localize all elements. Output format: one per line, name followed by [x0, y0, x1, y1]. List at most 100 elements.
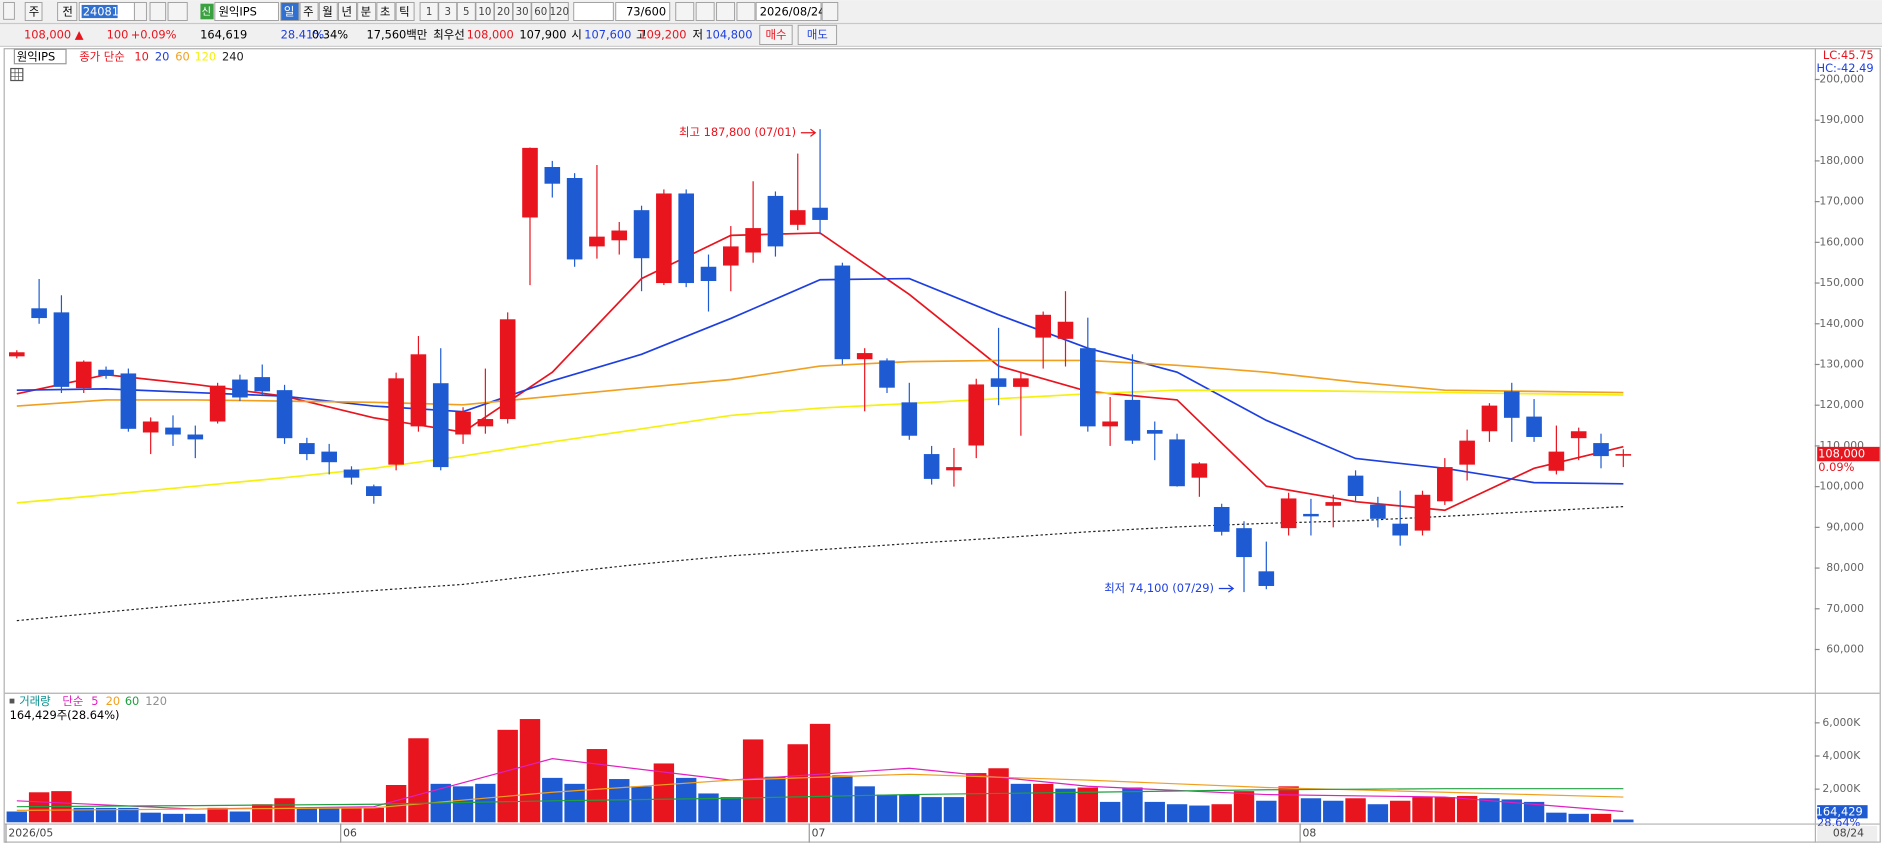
- candle-body: [901, 402, 918, 436]
- volume-bar: [1189, 805, 1210, 823]
- code-dropdown[interactable]: [133, 2, 147, 21]
- x-tick-label: 07: [812, 827, 826, 840]
- interval-button[interactable]: [438, 2, 458, 21]
- candle-body: [812, 207, 828, 220]
- candle-body: [120, 373, 137, 429]
- candle-body: [1548, 451, 1565, 471]
- code-highlight: [81, 4, 118, 19]
- candle-body: [544, 167, 561, 184]
- interval-button[interactable]: [494, 2, 513, 21]
- tool-button[interactable]: [695, 2, 715, 21]
- interval-button[interactable]: [549, 2, 569, 21]
- volume-bar: [653, 763, 675, 823]
- candle-body: [589, 236, 605, 247]
- candle-body: [789, 210, 806, 225]
- sell-button[interactable]: [797, 24, 838, 45]
- candle-body: [499, 319, 516, 420]
- candle-body: [321, 451, 337, 463]
- volume-tick-label: 2,000K: [1822, 782, 1861, 795]
- candle-body: [1124, 399, 1141, 441]
- annotation-arrow: [800, 128, 817, 137]
- volume-summary: 164,429주(28.64%): [10, 708, 120, 722]
- tool-button[interactable]: [736, 2, 756, 21]
- volume-bar: [586, 749, 608, 823]
- interval-button[interactable]: [475, 2, 495, 21]
- interval: 5: [463, 7, 469, 18]
- candle-body: [678, 193, 694, 284]
- volume-bar: [118, 807, 139, 823]
- candle-body: [1347, 475, 1364, 496]
- info-open: 107,600: [584, 27, 631, 41]
- period: 월: [322, 5, 332, 19]
- search-button[interactable]: [149, 2, 167, 21]
- interval-button[interactable]: [456, 2, 476, 21]
- volume-bar: [408, 738, 429, 823]
- info-change: 100: [107, 27, 129, 41]
- volume-bar: [943, 797, 965, 823]
- x-tick-label: 08: [1303, 827, 1317, 840]
- period-button[interactable]: [395, 2, 415, 21]
- volume-bar: [988, 768, 1009, 823]
- tool-button[interactable]: [716, 2, 736, 21]
- x-tick-label: 2026/05: [8, 827, 53, 840]
- interval-button[interactable]: [512, 2, 532, 21]
- info-price: 108,000 ▲: [24, 27, 84, 41]
- buy-button[interactable]: [759, 24, 793, 45]
- last-price-label: 108,000: [1818, 447, 1865, 461]
- name-box[interactable]: [214, 2, 279, 21]
- period-button[interactable]: [280, 2, 300, 21]
- market-select[interactable]: [24, 2, 43, 21]
- volume-bar: [363, 807, 385, 823]
- info-bar: [0, 24, 1882, 46]
- volume-bar: [876, 794, 898, 823]
- period-button[interactable]: [318, 2, 338, 21]
- volume-bar: [1323, 800, 1344, 823]
- candle-body: [75, 361, 92, 389]
- grid-icon[interactable]: [10, 67, 24, 82]
- interval: 30: [516, 7, 529, 18]
- chart-frame: [3, 48, 1881, 843]
- volume-bar: [207, 807, 228, 823]
- volume-average: [16, 788, 1624, 808]
- period-button[interactable]: [376, 2, 396, 21]
- calendar-button[interactable]: [821, 2, 839, 21]
- period: 일: [284, 5, 294, 19]
- scope-select[interactable]: [57, 2, 78, 21]
- period: 주: [303, 5, 313, 19]
- count-box[interactable]: [615, 2, 671, 21]
- candle-body: [1370, 504, 1386, 519]
- period-button[interactable]: [357, 2, 377, 21]
- tool-button[interactable]: [675, 2, 695, 21]
- date-box[interactable]: [755, 2, 822, 21]
- candle-body: [1013, 378, 1029, 387]
- period: 년: [341, 5, 351, 19]
- y-tick-label: 80,000: [1826, 561, 1864, 574]
- period-button[interactable]: [299, 2, 319, 21]
- candle-body: [923, 454, 940, 479]
- unit-select[interactable]: [573, 2, 614, 21]
- period-button[interactable]: [337, 2, 357, 21]
- volume-legend-entry: 5: [91, 694, 98, 708]
- sound-button[interactable]: [167, 2, 188, 21]
- candle-body: [723, 246, 739, 266]
- volume-bar: [742, 739, 764, 823]
- menu-button[interactable]: [3, 2, 15, 20]
- candle-body: [1593, 443, 1609, 457]
- candle-body: [990, 378, 1007, 387]
- volume-bar: [921, 797, 942, 823]
- volume-bar: [1389, 800, 1411, 823]
- scope: 전: [62, 5, 72, 19]
- candle-body: [299, 443, 315, 455]
- interval-button[interactable]: [531, 2, 551, 21]
- legend-entry: 60: [175, 50, 190, 64]
- candle-body: [1570, 431, 1587, 439]
- volume-bar: [1456, 795, 1478, 823]
- volume-bar: [162, 813, 184, 823]
- y-tick-label: 150,000: [1819, 276, 1864, 289]
- legend-entry: 10: [134, 50, 149, 64]
- volume-bar: [1613, 819, 1634, 823]
- candle-body: [1146, 430, 1163, 434]
- interval-button[interactable]: [419, 2, 439, 21]
